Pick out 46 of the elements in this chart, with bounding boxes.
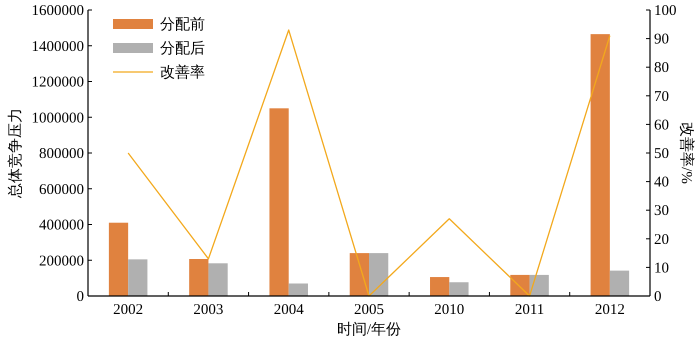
y2-tick-label: 10 (654, 260, 669, 276)
y2-tick-label: 30 (654, 203, 669, 220)
x-tick-label: 2011 (514, 302, 544, 318)
bar (530, 274, 549, 296)
y-tick-label: 400000 (39, 218, 84, 234)
y2-axis-title: 改善率/% (678, 122, 695, 184)
legend-label: 改善率 (160, 64, 205, 81)
x-tick-label: 2012 (594, 302, 625, 318)
bar (208, 263, 228, 296)
y2-tick-label: 0 (654, 289, 662, 305)
x-tick-label: 2005 (354, 302, 384, 318)
bar (430, 277, 450, 296)
x-tick-label: 2003 (193, 302, 224, 318)
y-tick-label: 0 (76, 289, 84, 305)
bar (350, 253, 369, 296)
y2-tick-label: 70 (654, 88, 669, 105)
y2-tick-label: 80 (654, 60, 669, 76)
legend-label: 分配前 (160, 16, 205, 33)
y2-tick-label: 40 (654, 174, 669, 191)
legend-label: 分配后 (160, 40, 205, 57)
y2-tick-label: 100 (654, 3, 676, 19)
y-tick-label: 600000 (39, 182, 84, 198)
bar (108, 222, 128, 296)
bar (590, 34, 610, 296)
x-tick-label: 2002 (113, 302, 144, 318)
x-axis-title: 时间/年份 (336, 321, 402, 338)
bar (269, 108, 289, 296)
y2-tick-label: 20 (654, 232, 669, 248)
y2-tick-label: 90 (654, 32, 669, 48)
x-tick-label: 2010 (434, 302, 464, 318)
bar (288, 283, 308, 296)
y-tick-label: 1000000 (32, 110, 84, 126)
bar (449, 282, 469, 296)
y-tick-label: 800000 (39, 146, 84, 162)
y2-tick-label: 50 (654, 146, 669, 162)
y-tick-label: 1600000 (32, 3, 84, 19)
y-tick-label: 1200000 (32, 74, 84, 90)
y-tick-label: 200000 (39, 253, 84, 270)
bar (128, 259, 148, 296)
bar (610, 270, 630, 296)
bar (369, 253, 388, 296)
bar (189, 259, 208, 296)
y2-tick-label: 60 (654, 117, 669, 134)
y-tick-label: 1400000 (32, 38, 84, 55)
y-axis-title: 总体竞争压力 (7, 108, 24, 199)
x-tick-label: 2004 (274, 302, 304, 318)
